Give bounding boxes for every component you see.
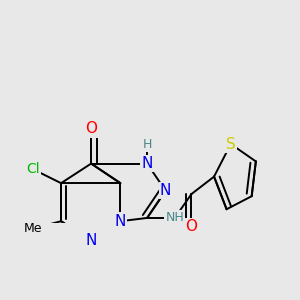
Text: N: N [160,183,171,198]
Text: N: N [142,156,153,171]
Text: N: N [115,214,126,229]
Text: S: S [226,136,236,152]
Text: H: H [142,137,152,151]
Text: Cl: Cl [26,162,39,176]
Text: Me: Me [23,222,42,235]
Text: O: O [85,121,97,136]
Text: NH: NH [165,212,184,224]
Text: N: N [85,233,97,248]
Text: O: O [185,219,197,234]
